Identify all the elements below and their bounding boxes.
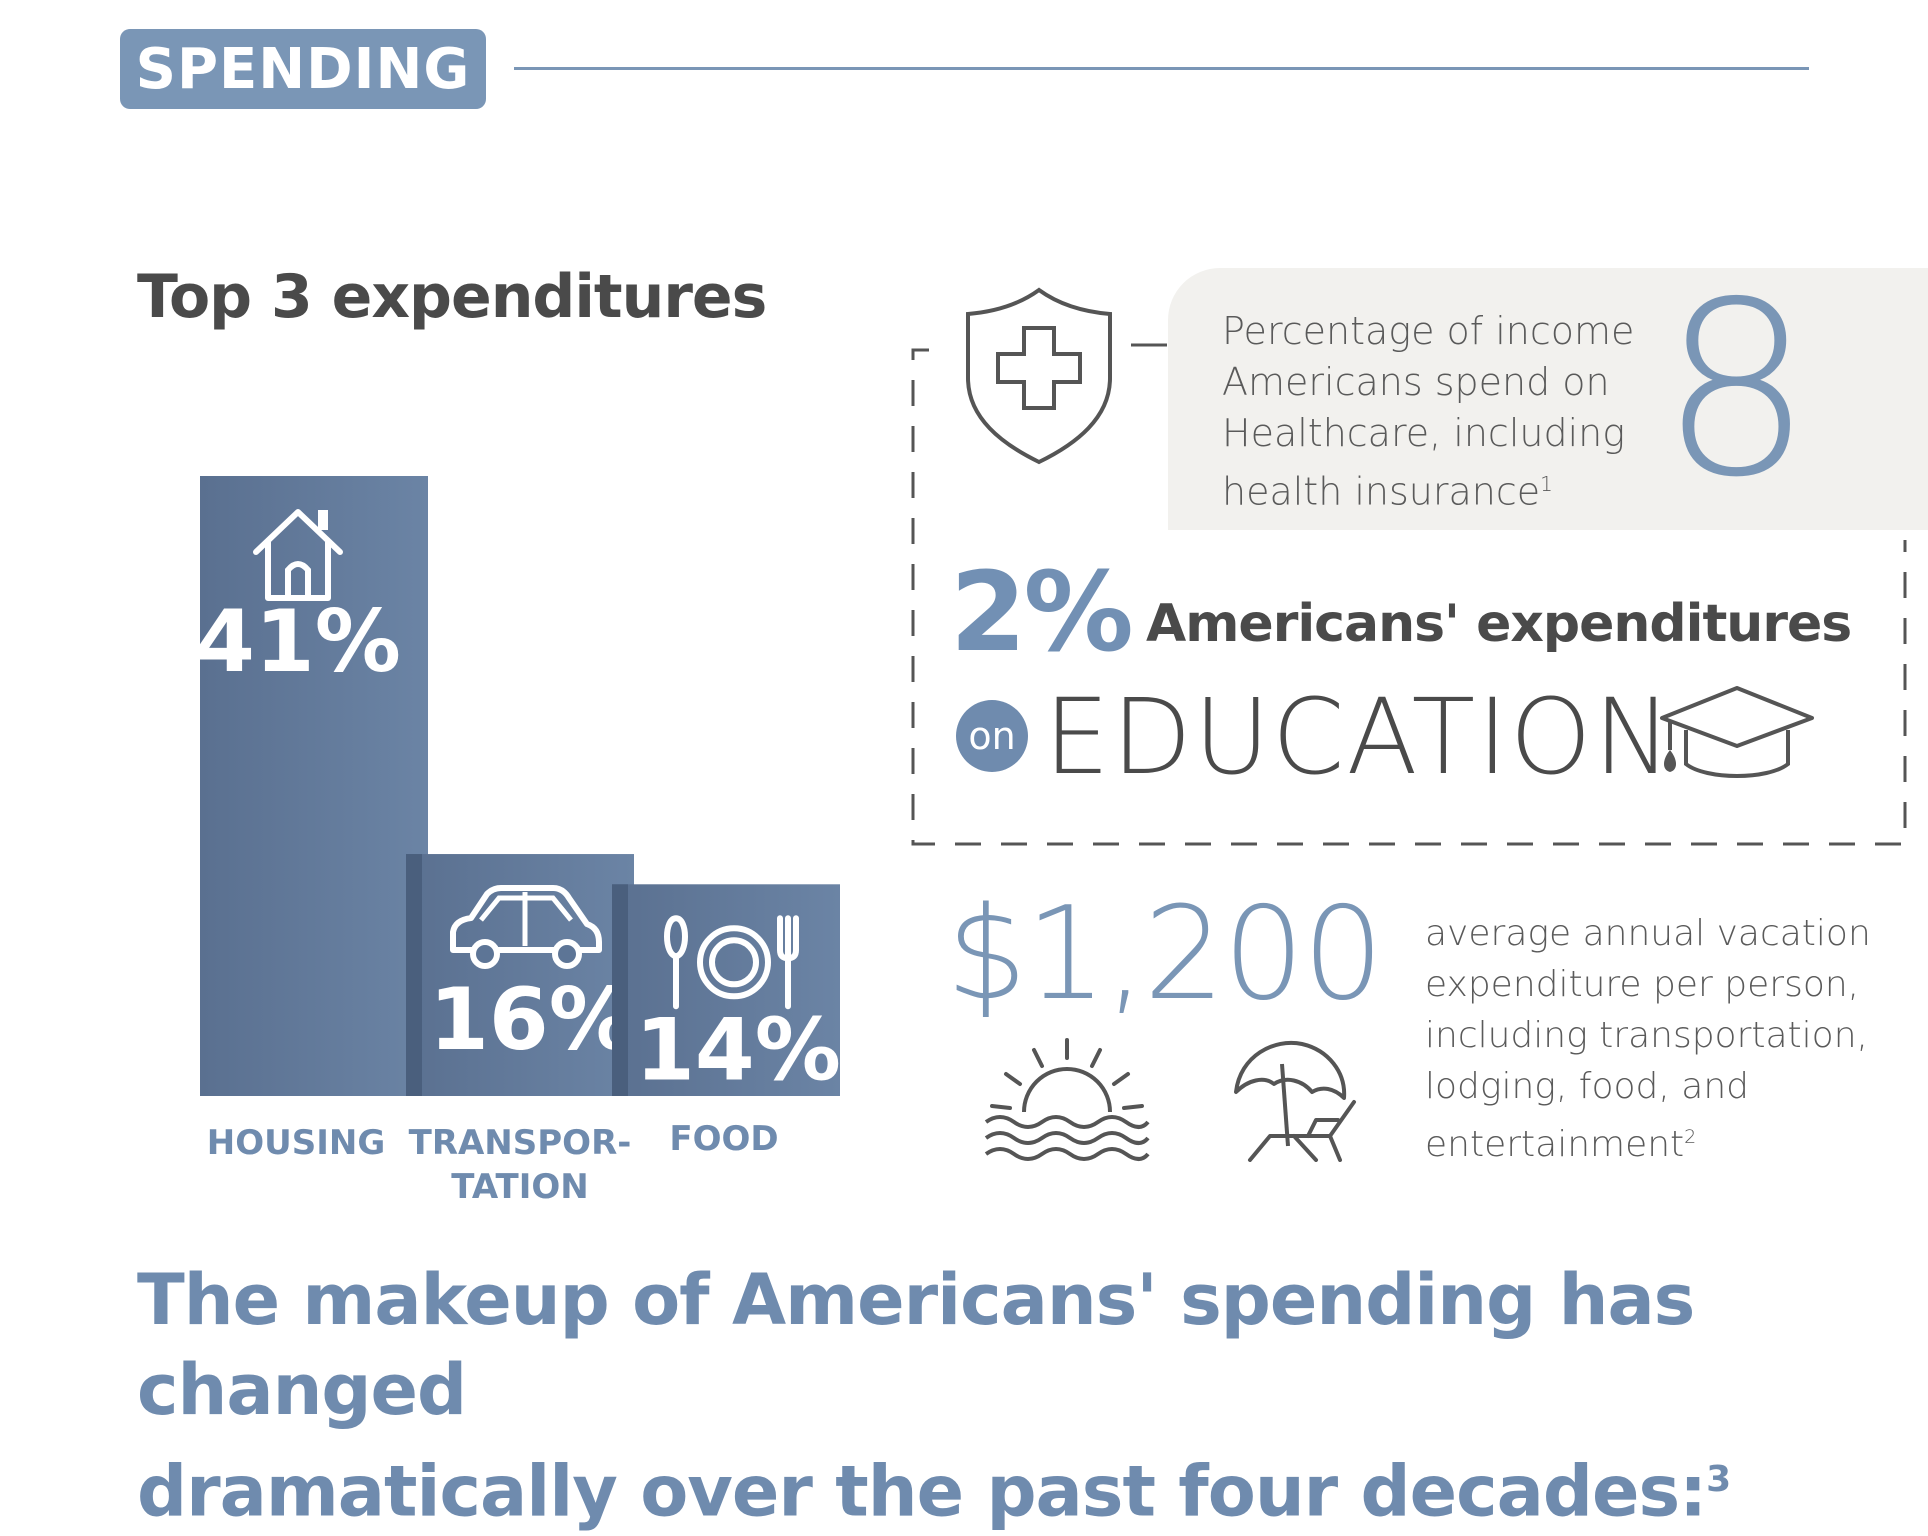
value-label: 41% — [195, 592, 401, 692]
shield-medical-icon — [966, 287, 1112, 465]
graduation-cap-icon — [1660, 686, 1814, 778]
plate-cutlery-icon — [664, 915, 799, 1010]
header-rule — [514, 67, 1809, 70]
healthcare-description: Percentage of income Americans spend on … — [1222, 306, 1642, 518]
value-label: 14% — [635, 1000, 841, 1100]
bar — [612, 884, 840, 1096]
value-label: 16% — [429, 970, 635, 1070]
bottom-headline: The makeup of Americans' spending has ch… — [137, 1255, 1887, 1536]
category-label: FOOD — [669, 1119, 778, 1159]
bar-edge — [612, 884, 628, 1096]
expenditure-bar-chart: 41% HOUSING 16% TRANSPOR-TATION 14% FOOD — [195, 476, 841, 1207]
house-icon — [253, 509, 343, 601]
healthcare-line: Percentage of income — [1222, 309, 1635, 353]
on-badge: on — [956, 700, 1028, 772]
headline-line: dramatically over the past four decades:… — [137, 1450, 1731, 1533]
vacation-description: average annual vacation expenditure per … — [1425, 908, 1895, 1170]
healthcare-line: health insurance1 — [1222, 469, 1553, 514]
healthcare-card — [1168, 268, 1928, 530]
bar-edge — [406, 854, 422, 1096]
education-percent: 2% — [950, 548, 1134, 676]
sunset-icon — [984, 1038, 1150, 1161]
healthcare-line: Americans spend on — [1222, 360, 1610, 404]
headline-line: The makeup of Americans' spending has ch… — [137, 1259, 1695, 1431]
vacation-line: entertainment2 — [1425, 1124, 1697, 1165]
section-tag: SPENDING — [120, 29, 486, 109]
bar — [406, 854, 634, 1096]
footnote-marker: 2 — [1684, 1126, 1697, 1148]
vacation-line: expenditure per person, — [1425, 964, 1860, 1005]
vacation-amount: $1,200 — [946, 880, 1384, 1029]
car-icon — [450, 885, 602, 970]
category-label: TRANSPOR- — [409, 1123, 632, 1163]
category-label: HOUSING — [207, 1123, 385, 1163]
vacation-line: average annual vacation — [1425, 913, 1871, 954]
vacation-line: lodging, food, and — [1425, 1066, 1749, 1107]
footnote-marker: 1 — [1540, 472, 1553, 496]
footnote-marker: 3 — [1706, 1459, 1731, 1500]
education-word: EDUCATION — [1044, 676, 1674, 798]
healthcare-line: Healthcare, including — [1222, 411, 1626, 455]
education-dashed-frame — [911, 343, 1907, 846]
bar — [200, 476, 428, 1096]
vacation-line: including transportation, — [1425, 1015, 1868, 1056]
education-label: Americans' expenditures — [1146, 594, 1852, 654]
chart-title: Top 3 expenditures — [137, 262, 767, 332]
healthcare-percentage: 8 — [1660, 250, 1813, 530]
category-label: TATION — [451, 1167, 588, 1207]
beach-umbrella-icon — [1234, 1040, 1356, 1162]
